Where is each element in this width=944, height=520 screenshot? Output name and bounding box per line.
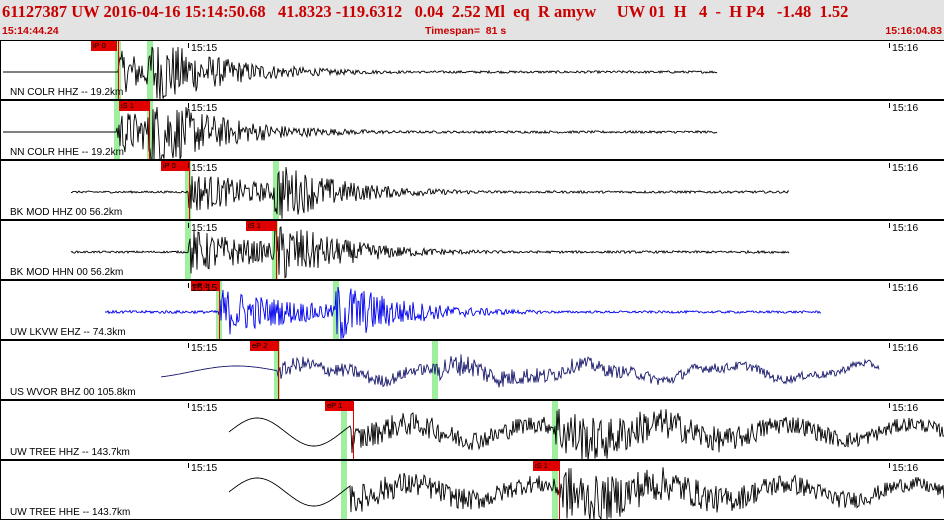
time-tick-label: 15:16 [892, 162, 919, 174]
channel-label: NN COLR HHE -- 19.2km [10, 147, 124, 158]
phase-window-band [147, 101, 153, 159]
phase-window-band [272, 221, 278, 279]
time-tick-label: 15:15 [191, 282, 218, 294]
channel-trace[interactable]: iS 1 15:15 15:16 BK MOD HHN 00 56.2km [0, 220, 944, 280]
time-tick [188, 403, 189, 408]
time-tick-label: 15:16 [892, 462, 919, 474]
phase-pick-line[interactable] [353, 401, 354, 459]
channel-trace[interactable]: iP 0 15:15 15:16 NN COLR HHZ -- 19.2km [0, 40, 944, 100]
time-tick [188, 343, 189, 348]
phase-pick-flag[interactable]: eP 1 [325, 401, 353, 411]
channel-trace[interactable]: eP 1 15:15 15:16 UW LKVW EHZ -- 74.3km [0, 280, 944, 340]
phase-window-band [274, 341, 280, 399]
waveform [160, 354, 880, 388]
channel-label: UW TREE HHZ -- 143.7km [10, 447, 130, 458]
time-tick-label: 15:16 [892, 342, 919, 354]
waveform-line [70, 226, 790, 279]
waveform-line [228, 408, 944, 459]
time-tick [188, 43, 189, 48]
waveform-line [71, 166, 790, 219]
channel-trace[interactable]: eP 1 15:15 15:16 UW TREE HHZ -- 143.7km [0, 400, 944, 460]
waveform [3, 106, 718, 159]
time-tick-label: 15:16 [892, 222, 919, 234]
waveform [71, 166, 790, 219]
time-tick-label: 15:16 [892, 282, 919, 294]
time-tick [188, 463, 189, 468]
time-tick [889, 343, 890, 348]
channel-trace[interactable]: eP 2 15:15 15:16 US WVOR BHZ 00 105.8km [0, 340, 944, 400]
time-tick-label: 15:16 [892, 402, 919, 414]
phase-pick-flag[interactable]: iS 1 [533, 461, 559, 471]
phase-pick-flag[interactable]: iS 1 [246, 221, 276, 231]
time-tick [188, 163, 189, 168]
time-tick [889, 163, 890, 168]
time-tick-label: 15:16 [892, 102, 919, 114]
phase-pick-flag[interactable]: iS 1 [119, 101, 149, 111]
time-tick-label: 15:16 [892, 42, 919, 54]
channel-label: US WVOR BHZ 00 105.8km [10, 387, 136, 398]
waveform-line [160, 354, 880, 388]
window-end-time: 15:16:04.83 [885, 25, 942, 37]
waveform [228, 467, 944, 519]
time-tick [889, 403, 890, 408]
phase-pick-flag[interactable]: iP 0 [161, 161, 189, 171]
waveform-line [228, 467, 944, 519]
phase-pick-flag[interactable]: eP 1 [191, 281, 219, 291]
phase-pick-flag[interactable]: eP 2 [250, 341, 278, 351]
phase-pick-line[interactable] [559, 461, 560, 519]
phase-window-band [273, 161, 279, 219]
event-summary-line: 61127387 UW 2016-04-16 15:14:50.68 41.83… [2, 2, 849, 21]
waveform-line [3, 46, 718, 99]
phase-pick-flag[interactable]: iP 0 [91, 41, 117, 51]
phase-pick-line[interactable] [278, 341, 279, 399]
window-start-time: 15:14:44.24 [2, 25, 59, 37]
time-tick [889, 43, 890, 48]
channel-label: UW TREE HHE -- 143.7km [10, 507, 131, 518]
waveform-line [104, 286, 822, 339]
phase-window-band [185, 161, 191, 219]
time-tick-label: 15:15 [191, 342, 218, 354]
time-tick [889, 463, 890, 468]
channel-label: BK MOD HHN 00 56.2km [10, 267, 124, 278]
channel-label: UW LKVW EHZ -- 74.3km [10, 327, 126, 338]
waveform [3, 46, 718, 99]
time-tick [188, 223, 189, 228]
phase-pick-line[interactable] [149, 101, 150, 159]
phase-pick-line[interactable] [189, 161, 190, 219]
time-tick-label: 15:15 [191, 162, 218, 174]
phase-window-band [147, 41, 153, 99]
time-tick [188, 283, 189, 288]
event-header: 61127387 UW 2016-04-16 15:14:50.68 41.83… [0, 0, 944, 40]
time-tick-label: 15:15 [191, 462, 218, 474]
window-timespan: Timespan= 81 s [425, 25, 507, 37]
phase-window-band [552, 461, 558, 519]
channel-label: NN COLR HHZ -- 19.2km [10, 87, 124, 98]
time-tick-label: 15:15 [191, 42, 218, 54]
channel-trace[interactable]: iS 1 15:15 15:16 UW TREE HHE -- 143.7km [0, 460, 944, 520]
channel-trace[interactable]: iP 0 15:15 15:16 BK MOD HHZ 00 56.2km [0, 160, 944, 220]
phase-pick-line[interactable] [118, 41, 119, 99]
time-tick-label: 15:15 [191, 402, 218, 414]
time-tick [889, 223, 890, 228]
time-tick [889, 103, 890, 108]
waveform [104, 286, 822, 339]
channel-trace[interactable]: iS 1 15:15 15:16 NN COLR HHE -- 19.2km [0, 100, 944, 160]
phase-pick-line[interactable] [276, 221, 277, 279]
time-tick-label: 15:15 [191, 222, 218, 234]
time-tick [188, 103, 189, 108]
channel-label: BK MOD HHZ 00 56.2km [10, 207, 123, 218]
waveform [70, 226, 790, 279]
waveform [228, 408, 944, 459]
phase-pick-line[interactable] [219, 281, 220, 339]
time-tick [889, 283, 890, 288]
waveform-line [3, 106, 718, 159]
time-tick-label: 15:15 [191, 102, 218, 114]
